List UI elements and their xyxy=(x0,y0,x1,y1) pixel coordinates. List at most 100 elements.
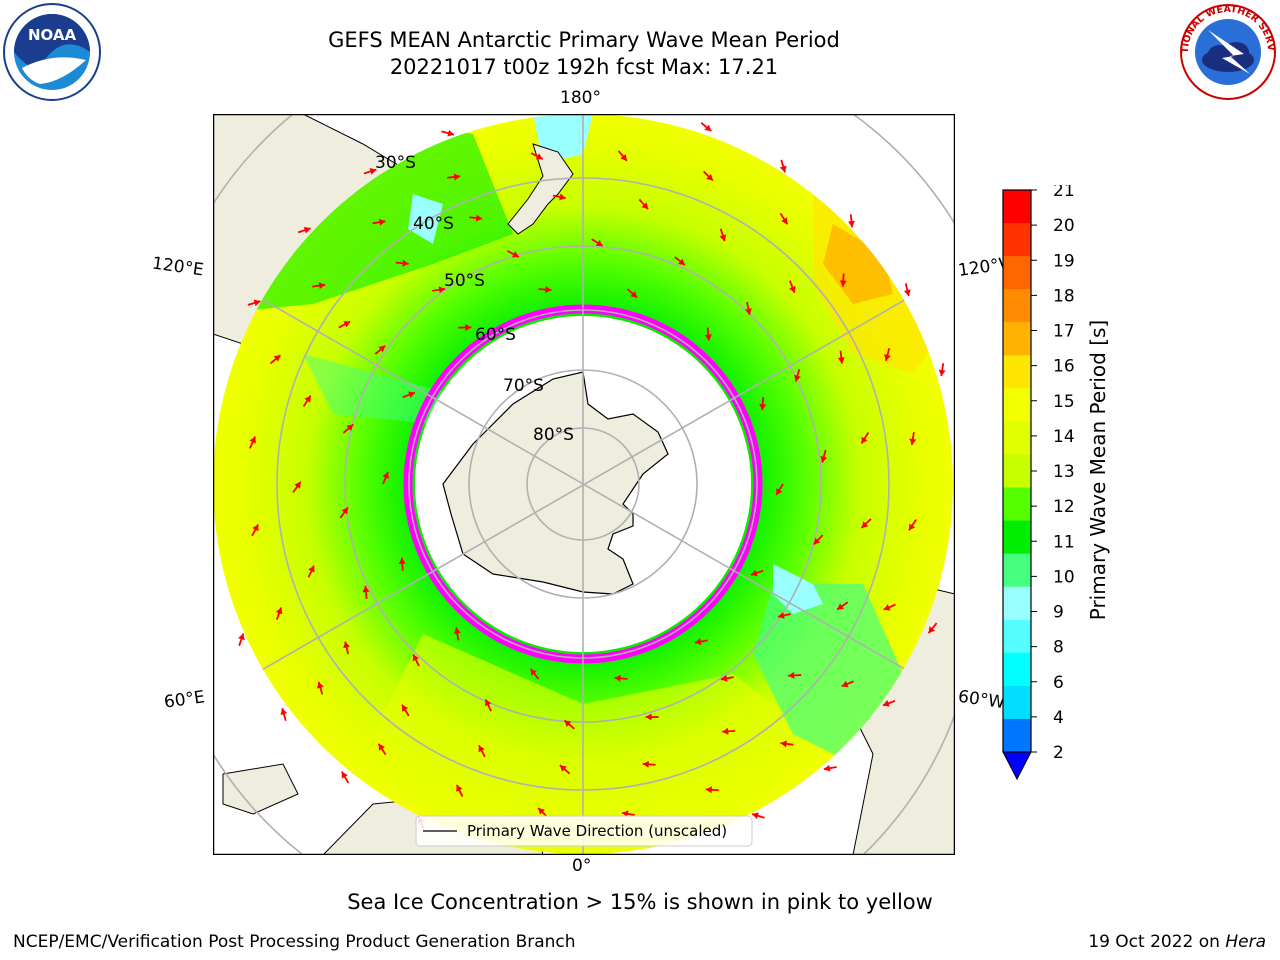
direction-arrow-head xyxy=(545,286,552,294)
direction-arrow-head xyxy=(304,395,311,403)
colorbar-tick-label: 18 xyxy=(1053,286,1075,306)
direction-arrow-head xyxy=(744,308,752,315)
colorbar-segment xyxy=(1003,421,1031,455)
direction-arrow-head xyxy=(362,585,370,593)
lon-label-60e: 60°E xyxy=(162,687,207,713)
antarctica-landmass xyxy=(442,371,669,595)
direction-arrow-head xyxy=(382,472,389,479)
direction-arrow-head xyxy=(398,557,406,565)
direction-arrow-head xyxy=(750,569,758,577)
new-zealand-landmass xyxy=(507,143,574,235)
direction-arrow-head xyxy=(378,743,385,751)
footer-date-text: 19 Oct 2022 on xyxy=(1088,932,1226,952)
direction-arrow-head xyxy=(719,234,727,242)
map-legend: Primary Wave Direction (unscaled) xyxy=(415,815,753,847)
direction-arrow-head xyxy=(465,323,472,331)
direction-arrow-head xyxy=(722,727,729,735)
direction-arrow-head xyxy=(408,391,415,399)
direction-arrow-head xyxy=(705,786,712,794)
direction-arrow-head xyxy=(341,771,348,779)
colorbar-segment xyxy=(1003,190,1031,224)
direction-arrow-head xyxy=(249,436,256,444)
colorbar-tick-label: 11 xyxy=(1053,532,1075,552)
direction-arrow-head xyxy=(343,641,350,649)
colorbar-tick-label: 12 xyxy=(1053,497,1075,517)
colorbar-segment xyxy=(1003,718,1031,753)
sea-ice-note: Sea Ice Concentration > 15% is shown in … xyxy=(347,890,933,914)
wave-period-map: 30°S 40°S 50°S 60°S 70°S 80°S Primary Wa… xyxy=(213,114,955,855)
colorbar-segment xyxy=(1003,553,1031,588)
colorbar-segment xyxy=(1003,223,1031,257)
direction-arrow-head xyxy=(453,627,461,634)
colorbar-segment xyxy=(1003,685,1031,720)
direction-arrow-head xyxy=(759,403,767,411)
direction-arrow-head xyxy=(559,765,567,772)
direction-arrow-head xyxy=(280,708,288,715)
lat-label-40s: 40°S xyxy=(413,214,454,234)
colorbar-segment xyxy=(1003,256,1031,290)
direction-arrow-head xyxy=(341,507,348,515)
direction-arrow-head xyxy=(453,173,461,181)
direction-arrow-head xyxy=(238,633,245,641)
direction-arrow-head xyxy=(273,355,281,362)
madagascar-landmass xyxy=(222,763,299,815)
lon-label-120e: 120°E xyxy=(150,253,205,281)
direction-arrow-head xyxy=(908,523,916,531)
direction-arrow-head xyxy=(303,226,311,234)
direction-arrow-head xyxy=(678,258,685,266)
direction-arrow-head xyxy=(275,607,283,615)
direction-arrow-head xyxy=(253,299,261,307)
direction-arrow-head xyxy=(530,668,537,676)
direction-arrow-head xyxy=(402,259,409,267)
colorbar-label: Primary Wave Mean Period [s] xyxy=(1086,319,1110,621)
colorbar-segment xyxy=(1003,487,1031,522)
direction-arrow-head xyxy=(861,436,868,444)
direction-arrow-head xyxy=(704,124,712,132)
direction-arrow-head xyxy=(378,218,386,226)
direction-arrow-head xyxy=(343,321,351,328)
lat-label-60s: 60°S xyxy=(475,325,516,345)
direction-arrow-head xyxy=(308,565,315,573)
colorbar-tick-label: 10 xyxy=(1053,567,1075,587)
direction-arrow-head xyxy=(447,129,455,137)
wave-direction-arrows xyxy=(238,122,946,830)
footer-date: 19 Oct 2022 on Hera xyxy=(1088,932,1266,952)
direction-arrow-head xyxy=(475,214,483,222)
colorbar-segment xyxy=(1003,619,1031,654)
direction-arrow-head xyxy=(484,699,492,707)
colorbar-segment xyxy=(1003,388,1031,422)
lon-label-180: 180° xyxy=(560,88,601,108)
direction-arrow-head xyxy=(752,812,759,820)
direction-arrow-head xyxy=(511,251,519,258)
noaa-logo-text: NOAA xyxy=(28,26,77,44)
direction-arrow-head xyxy=(535,153,543,160)
national-weather-service-logo: NATIONAL WEATHER SERVICE xyxy=(1178,2,1276,100)
colorbar-tick-label: 16 xyxy=(1053,357,1075,377)
direction-arrow-head xyxy=(794,374,801,382)
lat-label-30s: 30°S xyxy=(375,153,416,173)
map-frame xyxy=(213,114,955,855)
graticule xyxy=(213,114,953,854)
noaa-logo: NOAA xyxy=(3,3,101,101)
direction-arrow-head xyxy=(789,285,796,293)
direction-arrow-head xyxy=(720,674,728,682)
lat-label-70s: 70°S xyxy=(503,376,544,396)
direction-arrow-head xyxy=(909,438,917,445)
direction-arrow-head xyxy=(780,740,787,748)
direction-arrow-head xyxy=(346,424,354,432)
colorbar-tick-label: 9 xyxy=(1053,603,1064,623)
colorbar-tick-label: 19 xyxy=(1053,251,1075,271)
direction-arrow-head xyxy=(704,334,712,341)
lat-label-80s: 80°S xyxy=(533,425,574,445)
colorbar-tick-label: 20 xyxy=(1053,216,1075,236)
direction-arrow-head xyxy=(861,521,869,528)
legend-label: Primary Wave Direction (unscaled) xyxy=(467,822,727,840)
direction-arrow-head xyxy=(706,173,713,181)
direction-arrow-head xyxy=(378,345,386,353)
direction-arrow-head xyxy=(928,626,936,634)
footer-host: Hera xyxy=(1225,932,1266,952)
lat-label-50s: 50°S xyxy=(444,271,485,291)
direction-arrow-head xyxy=(813,537,821,545)
direction-arrow-head xyxy=(595,239,603,247)
colorbar-segment xyxy=(1003,289,1031,323)
